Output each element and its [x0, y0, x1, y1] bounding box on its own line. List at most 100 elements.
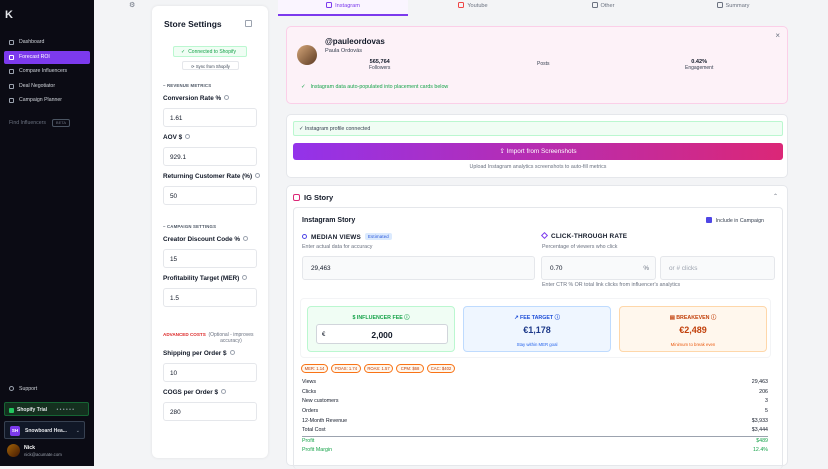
target-value: €1,178	[523, 325, 551, 335]
field-label: Shipping per Order $	[163, 350, 227, 357]
engagement-stat: 0.42% Engagement	[685, 59, 713, 71]
calendar-icon	[9, 98, 14, 103]
shopify-trial-banner[interactable]: Shopify Trial • • • • • •	[4, 402, 89, 416]
shopify-connected-badge: ✓ Connected to Shopify	[173, 46, 247, 57]
target-title-text: FEE TARGET	[519, 315, 554, 321]
influencer-profile-card: @pauleordovas Paula Ordovás 565,764 Follo…	[286, 26, 788, 104]
fee-title-text: INFLUENCER FEE	[356, 315, 403, 321]
gear-icon[interactable]: ⚙	[129, 2, 136, 9]
profile-name: Paula Ordovás	[325, 48, 363, 54]
trial-label: Shopify Trial	[17, 407, 48, 413]
stat-label: Followers	[369, 65, 391, 71]
import-screenshots-button[interactable]: ⇪ Import from Screenshots	[293, 143, 783, 160]
median-views-sub: Enter actual data for accuracy	[302, 244, 373, 250]
info-icon[interactable]	[255, 173, 261, 178]
panel-title: Store Settings	[164, 19, 222, 29]
fee-value: 2,000	[371, 330, 393, 340]
breakeven-value: €2,489	[679, 325, 707, 335]
ctr-note: Enter CTR % OR total link clicks from in…	[542, 282, 681, 288]
chart-icon	[716, 2, 723, 8]
sidebar-item-forecast-roi[interactable]: Forecast ROI	[4, 50, 90, 64]
connected-label: Connected to Shopify	[188, 49, 236, 55]
mer-input[interactable]: 1.5	[163, 288, 257, 307]
eye-icon	[302, 234, 307, 239]
cursor-icon	[540, 231, 549, 240]
conversion-rate-input[interactable]: 1.61	[163, 108, 257, 127]
sidebar-item-label: Find Influencers	[9, 120, 46, 126]
info-icon[interactable]	[242, 275, 248, 280]
median-views-heading: MEDIAN VIEWS Estimated	[302, 233, 392, 241]
row-label: Clicks	[302, 388, 317, 395]
discount-label: Creator Discount Code %	[163, 236, 249, 243]
aov-input[interactable]: 929.1	[163, 147, 257, 166]
tab-instagram[interactable]: Instagram	[278, 0, 408, 16]
save-icon[interactable]	[245, 20, 252, 27]
import-card: ✓ Instagram profile connected ⇪ Import f…	[286, 114, 788, 178]
row-value: $489	[756, 438, 768, 445]
median-views-input[interactable]: 29,463	[302, 256, 535, 280]
table-row: Clicks 206	[302, 388, 768, 398]
store-avatar: SH	[10, 426, 20, 436]
clicks-input[interactable]: or # clicks	[660, 256, 775, 280]
cogs-input[interactable]: 280	[163, 402, 257, 421]
field-label: Creator Discount Code %	[163, 236, 241, 243]
placeholder: or # clicks	[669, 265, 698, 272]
field-label: Returning Customer Rate (%)	[163, 173, 253, 180]
sidebar-item-compare-influencers[interactable]: Compare Influencers	[4, 65, 90, 78]
revenue-section-header[interactable]: – REVENUE METRICS	[163, 83, 212, 88]
section-label: CAMPAIGN SETTINGS	[166, 224, 217, 229]
chevron-updown-icon: ⌄	[75, 428, 80, 434]
sync-shopify-button[interactable]: ⟳ Sync from Shopify	[182, 61, 239, 70]
avatar	[297, 45, 317, 65]
chevron-up-icon[interactable]: ⌃	[772, 194, 778, 200]
fee-title: $ INFLUENCER FEE ⓘ	[352, 315, 410, 321]
placement-title: Instagram Story	[302, 217, 356, 224]
info-icon[interactable]	[185, 134, 191, 139]
close-icon[interactable]: ×	[775, 31, 780, 40]
tab-label: Instagram	[335, 3, 360, 9]
info-icon[interactable]	[229, 350, 235, 355]
ctr-heading: CLICK-THROUGH RATE	[540, 231, 627, 240]
shipping-input[interactable]: 10	[163, 363, 257, 382]
sidebar-item-label: Forecast ROI	[19, 53, 50, 60]
user-name: Nick	[24, 445, 35, 451]
tab-label: Other	[600, 3, 615, 9]
tab-summary[interactable]: Summary	[668, 0, 798, 16]
sidebar-item-campaign-planner[interactable]: Campaign Planner	[4, 94, 90, 107]
tab-youtube[interactable]: Youtube	[408, 0, 538, 16]
sidebar-item-label: Dashboard	[19, 39, 45, 45]
aov-label: AOV $	[163, 134, 191, 141]
info-icon[interactable]	[224, 95, 230, 100]
grid-icon	[9, 40, 14, 45]
sidebar-item-find-influencers[interactable]: Find Influencers BETA	[9, 119, 71, 127]
grid-icon	[591, 2, 598, 8]
info-icon[interactable]	[243, 236, 249, 241]
support-link[interactable]: Support	[9, 386, 37, 392]
row-label: 12-Month Revenue	[302, 417, 348, 424]
returning-rate-label: Returning Customer Rate (%)	[163, 173, 261, 180]
influencer-fee-input[interactable]: €2,000	[316, 324, 448, 344]
include-campaign-checkbox[interactable]: Include in Campaign	[705, 217, 764, 224]
breakeven-box: ▤ BREAKEVEN ⓘ €2,489 Minimum to break ev…	[619, 306, 767, 352]
info-icon[interactable]	[221, 389, 227, 394]
tab-other[interactable]: Other	[538, 0, 668, 16]
row-value: 12.4%	[752, 446, 768, 453]
autopopulated-note: ✓ Instagram data auto-populated into plac…	[301, 84, 453, 90]
upload-note: Upload Instagram analytics screenshots t…	[469, 164, 607, 170]
poas-badge: POAS: 1.74	[331, 364, 361, 373]
posts-stat: Posts	[537, 61, 550, 67]
sidebar-item-deal-negotiator[interactable]: Deal Negotiator	[4, 80, 90, 93]
stat-label: Posts	[537, 61, 550, 67]
row-label: Profit	[302, 438, 315, 445]
store-name: Snowboard Hea...	[25, 428, 67, 434]
platform-tabs: Instagram Youtube Other Summary	[278, 0, 828, 16]
returning-rate-input[interactable]: 50	[163, 186, 257, 205]
sidebar-item-dashboard[interactable]: Dashboard	[4, 36, 90, 49]
campaign-section-header[interactable]: – CAMPAIGN SETTINGS	[163, 224, 217, 229]
followers-stat: 565,764 Followers	[369, 59, 390, 71]
support-label: Support	[19, 386, 38, 392]
story-header[interactable]: IG Story	[293, 193, 333, 202]
ctr-input[interactable]: 0.70%	[541, 256, 656, 280]
store-switcher[interactable]: SH Snowboard Hea... ⌄	[4, 421, 85, 439]
discount-input[interactable]: 15	[163, 249, 257, 268]
